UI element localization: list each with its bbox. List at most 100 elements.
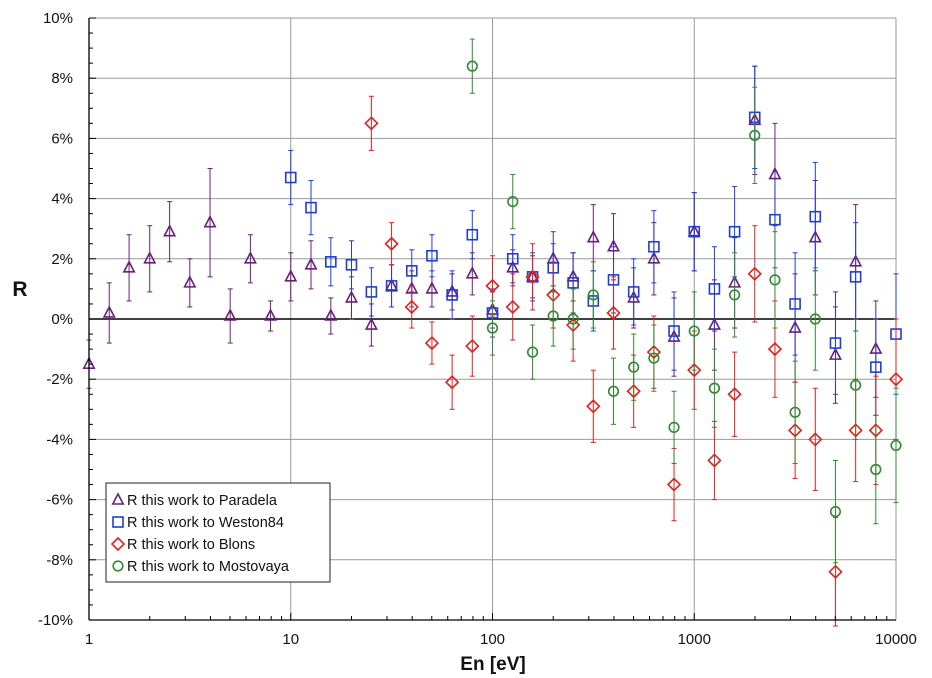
data-point — [727, 387, 742, 402]
data-point — [870, 463, 882, 476]
data-point — [264, 308, 278, 321]
data-point — [888, 372, 904, 387]
data-point — [688, 225, 701, 238]
data-point — [749, 129, 761, 141]
data-point — [747, 266, 762, 281]
data-point — [324, 308, 338, 321]
y-tick-label: 8% — [51, 70, 73, 87]
data-point — [344, 290, 359, 303]
series-layer — [82, 38, 904, 627]
y-tick-label: 2% — [51, 251, 73, 268]
data-point — [687, 363, 702, 378]
x-tick-label: 100 — [480, 631, 505, 648]
legend: R this work to Paradela R this work to We… — [105, 482, 331, 583]
legend-marker — [111, 492, 125, 505]
data-point — [850, 379, 862, 391]
y-tick-label: -4% — [46, 431, 73, 448]
x-tick-label: 1000 — [678, 631, 711, 648]
data-point — [223, 308, 237, 321]
data-point — [466, 228, 479, 241]
y-tick-label: -6% — [46, 492, 73, 509]
data-point — [849, 271, 862, 283]
data-point — [769, 274, 781, 286]
data-point — [628, 361, 640, 373]
data-point — [305, 201, 317, 214]
data-point — [465, 338, 480, 354]
data-point — [870, 361, 882, 373]
legend-marker — [112, 560, 124, 572]
data-point — [547, 310, 559, 322]
data-point — [506, 253, 519, 265]
data-point — [829, 506, 842, 518]
data-point — [384, 236, 399, 251]
y-tick-label: 4% — [51, 191, 73, 208]
legend-label: R this work to Weston84 — [127, 515, 284, 531]
x-tick-label: 10 — [282, 631, 299, 648]
data-point — [829, 337, 842, 349]
data-point — [728, 225, 741, 238]
data-point — [364, 317, 378, 330]
data-point — [102, 305, 116, 318]
data-point — [668, 421, 680, 433]
data-point — [525, 269, 540, 284]
data-point — [808, 432, 823, 447]
data-point — [708, 382, 721, 394]
data-point — [526, 346, 539, 358]
data-point — [567, 277, 579, 289]
y-tick-label: 6% — [51, 130, 73, 147]
data-point — [789, 298, 801, 310]
y-tick-label: -2% — [46, 371, 73, 388]
data-point — [688, 325, 700, 337]
data-point — [243, 251, 257, 264]
data-point — [607, 385, 620, 397]
y-tick-label: -10% — [38, 612, 73, 629]
data-point — [284, 269, 298, 282]
data-point — [587, 289, 599, 301]
legend-label: R this work to Mostovaya — [127, 559, 290, 575]
data-point — [828, 564, 843, 579]
data-point — [203, 214, 217, 228]
data-point — [304, 257, 318, 270]
data-point — [466, 60, 478, 72]
x-tick-label: 1 — [85, 631, 93, 648]
data-point — [729, 289, 741, 301]
data-point — [890, 439, 902, 452]
y-tick-label: -8% — [46, 552, 73, 569]
data-point — [809, 210, 822, 223]
data-point — [485, 278, 500, 294]
data-point — [345, 259, 358, 271]
data-point — [708, 283, 721, 295]
data-point — [586, 399, 601, 414]
data-point — [404, 299, 419, 315]
data-point — [465, 266, 479, 279]
legend-box — [105, 482, 331, 583]
data-point — [122, 260, 136, 273]
data-point — [707, 453, 722, 468]
y-tick-label: 10% — [43, 10, 73, 27]
data-point — [163, 223, 177, 237]
data-point — [446, 289, 458, 301]
x-tick-label: 10000 — [875, 631, 917, 648]
data-point — [486, 322, 499, 334]
data-point — [425, 281, 439, 294]
data-point — [769, 213, 781, 226]
data-point — [365, 286, 378, 298]
data-point — [183, 275, 197, 288]
data-point — [668, 325, 680, 337]
data-point — [505, 299, 520, 315]
y-axis-title: R — [12, 278, 27, 301]
legend-marker — [110, 536, 126, 552]
data-point — [424, 335, 440, 351]
legend-label: R this work to Paradela — [127, 493, 278, 509]
data-point — [789, 406, 801, 418]
data-point — [405, 265, 418, 277]
data-point — [767, 341, 783, 357]
legend-label: R this work to Blons — [127, 537, 255, 553]
data-point — [567, 313, 579, 325]
data-point — [648, 352, 660, 364]
data-point — [284, 171, 297, 184]
axes — [88, 17, 896, 621]
legend-marker — [112, 516, 124, 528]
data-point — [586, 229, 600, 243]
